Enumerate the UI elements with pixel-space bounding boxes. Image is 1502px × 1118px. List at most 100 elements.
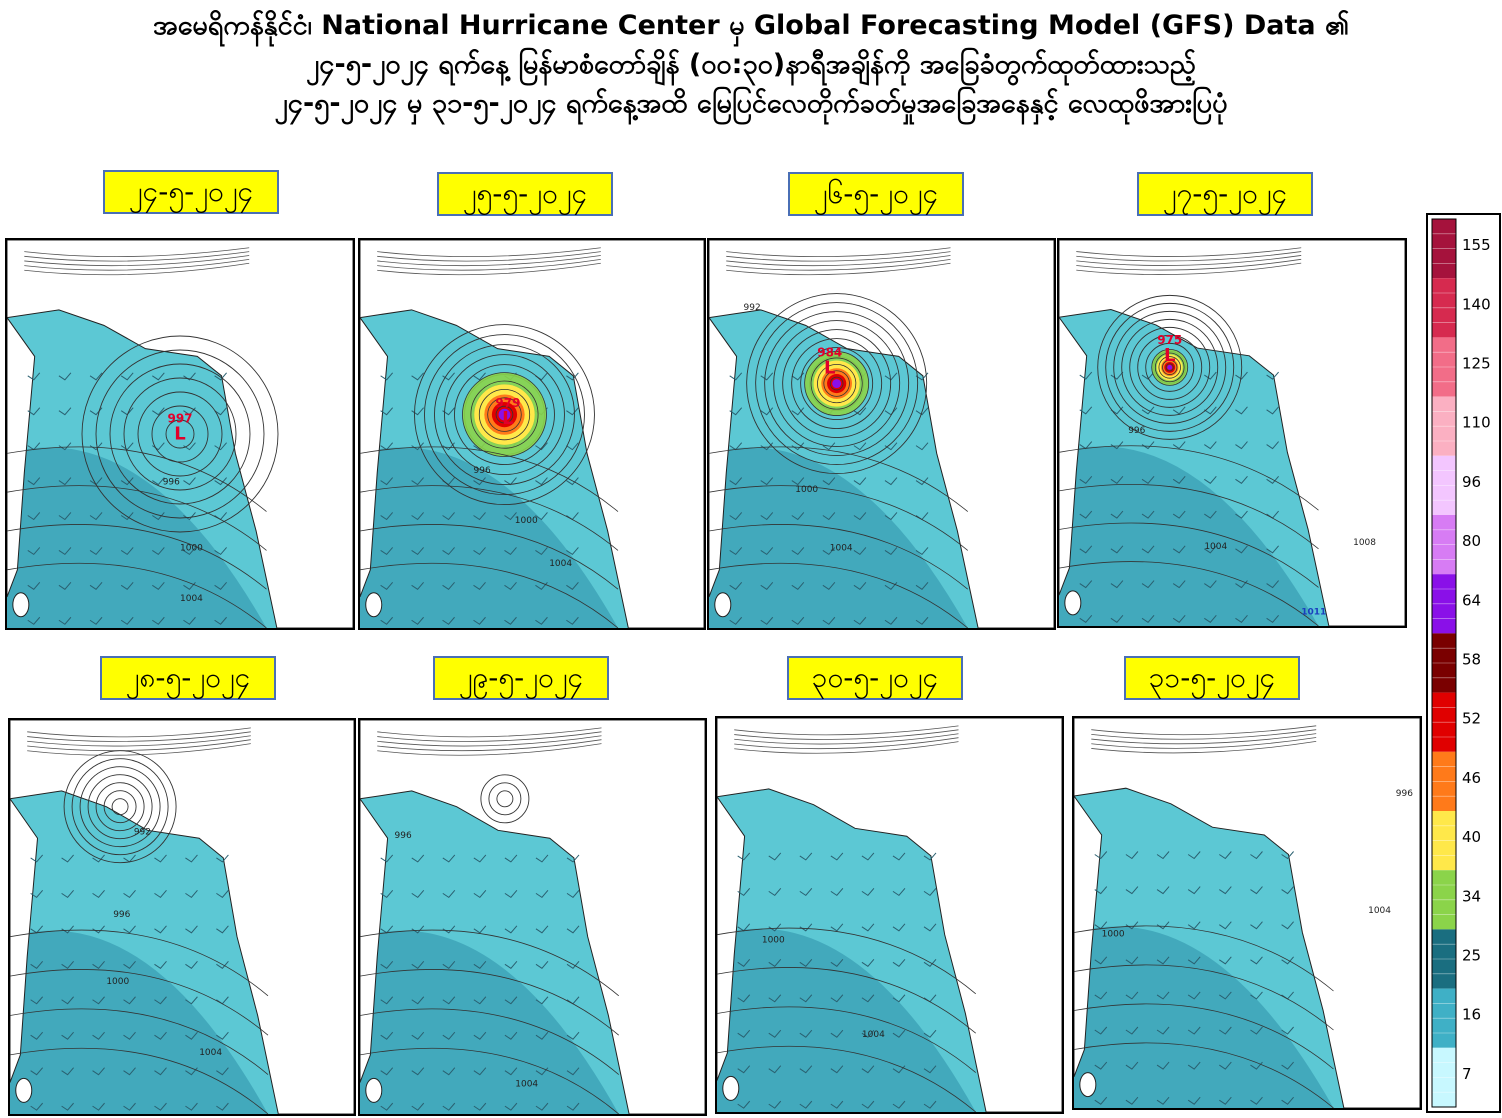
isobar-label: 1004 [180, 594, 203, 604]
low-pressure-marker: L [824, 357, 835, 378]
wind-barb [830, 1029, 844, 1038]
isobar-ring [478, 389, 531, 441]
wind-barb [830, 923, 844, 932]
wind-barb [216, 1031, 229, 1040]
isobar-label: 996 [395, 831, 412, 841]
wind-barb [760, 547, 774, 556]
wind-barb [154, 1031, 167, 1040]
wind-core-eye [1167, 364, 1173, 370]
isobar-ring [1162, 359, 1178, 375]
stronger-wind-band [1059, 446, 1319, 626]
wind-barb [380, 547, 394, 556]
wind-barb [737, 1029, 751, 1038]
wind-barb [380, 960, 394, 969]
wind-barb [411, 854, 425, 863]
wind-barb [892, 1029, 906, 1038]
wind-barb [504, 1067, 518, 1076]
wind-barb [737, 852, 751, 861]
wind-barb [566, 442, 579, 451]
wind-barb [535, 616, 548, 625]
map-canvas: 1000 1004 [717, 718, 1062, 1112]
wind-barb [1187, 1096, 1201, 1105]
wind-barb [473, 854, 487, 863]
isobar-ring [424, 334, 585, 496]
wind-barb [27, 372, 41, 381]
wind-barb [1110, 475, 1124, 484]
isobar-line [1059, 445, 1319, 511]
wind-barb [830, 1065, 844, 1074]
wind-barb [27, 581, 41, 590]
terrain-contour [734, 729, 959, 740]
wind-barb [915, 442, 929, 451]
terrain-contour [27, 735, 251, 747]
terrain-contour [1076, 262, 1302, 275]
wind-barb [442, 1067, 456, 1076]
wind-barb [1204, 614, 1217, 623]
wind-barb [1235, 475, 1248, 484]
wind-barb [442, 890, 456, 899]
isobar-label: 1000 [1102, 929, 1125, 939]
wind-barb [737, 1100, 751, 1109]
isobar-label: 996 [113, 910, 130, 920]
wind-barb [1219, 921, 1232, 930]
wind-barb [27, 512, 41, 521]
colorbar-tick-label: 40 [1462, 828, 1481, 846]
wind-barb [89, 372, 103, 381]
wind-barb [442, 1031, 456, 1040]
terrain-contour [377, 727, 602, 738]
wind-barb [1219, 1061, 1232, 1070]
wind-barb [89, 616, 103, 625]
wind-barb [154, 925, 167, 934]
date-label-8: ၃၁-၅-၂၀၂၄ [1124, 656, 1300, 700]
wind-barb [123, 1102, 136, 1111]
wind-barb [822, 512, 836, 521]
sri-lanka [15, 1077, 33, 1103]
wind-barb [1250, 956, 1263, 965]
wind-barb [1219, 851, 1232, 860]
isobar-label: 1004 [862, 1030, 885, 1040]
isobar-ring [470, 380, 539, 449]
colorbar-tick-label: 25 [1462, 947, 1481, 965]
wind-barb [1156, 1061, 1170, 1070]
india-coast [717, 795, 746, 1081]
wind-barb [183, 407, 196, 416]
wind-barb [1250, 1096, 1263, 1105]
wind-barb [566, 616, 579, 625]
wind-barb [473, 1102, 487, 1111]
wind-barb [411, 960, 425, 969]
wind-barb [1079, 510, 1093, 519]
wind-barb [411, 581, 424, 590]
wind-barb [27, 616, 41, 625]
wind-barb [1141, 475, 1155, 484]
wind-barb [892, 888, 906, 897]
isobar-ring [109, 363, 251, 505]
wind-barb [120, 547, 134, 556]
wind-barb [152, 477, 165, 486]
wind-barb [30, 854, 44, 863]
isobar-ring [782, 329, 892, 439]
stronger-wind-band [360, 447, 618, 628]
wind-barb [380, 854, 394, 863]
date-label-7: ၃၀-၅-၂၀၂၄ [787, 656, 963, 700]
wind-barb [1172, 545, 1186, 554]
terrain-contour [377, 735, 602, 747]
terrain-contour [726, 247, 951, 258]
wind-barb [566, 960, 580, 969]
wind-barb [411, 1067, 425, 1076]
isobar-ring [95, 349, 265, 519]
wind-barb [535, 996, 549, 1005]
wind-barb [1266, 371, 1279, 380]
wind-barb [861, 1065, 875, 1074]
terrain-contour [27, 739, 251, 752]
map-canvas: 992 996 1000 1004 [10, 720, 354, 1114]
wind-barb [1141, 510, 1155, 519]
wind-barb [473, 616, 486, 625]
wind-barb [214, 616, 227, 625]
wind-barb [892, 923, 906, 932]
colorbar-tick-label: 155 [1462, 236, 1491, 254]
isobar-line [10, 1047, 269, 1114]
low-pressure-marker: L [174, 423, 185, 444]
terrain-contour [377, 259, 601, 271]
wind-barb [380, 1067, 394, 1076]
wind-barb [861, 994, 875, 1003]
